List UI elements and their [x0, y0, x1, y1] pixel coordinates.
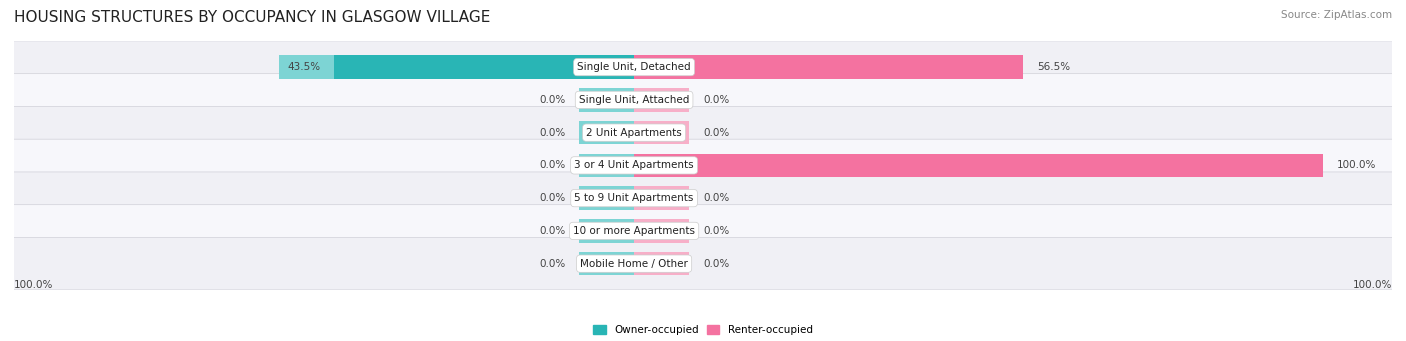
Bar — [579, 88, 634, 112]
Text: HOUSING STRUCTURES BY OCCUPANCY IN GLASGOW VILLAGE: HOUSING STRUCTURES BY OCCUPANCY IN GLASG… — [14, 10, 491, 25]
Text: 0.0%: 0.0% — [703, 128, 730, 138]
Text: Source: ZipAtlas.com: Source: ZipAtlas.com — [1281, 10, 1392, 20]
Text: 100.0%: 100.0% — [14, 280, 53, 290]
FancyBboxPatch shape — [13, 74, 1393, 126]
FancyBboxPatch shape — [13, 237, 1393, 290]
FancyBboxPatch shape — [13, 41, 1393, 93]
Text: 100.0%: 100.0% — [1337, 160, 1376, 170]
Text: 43.5%: 43.5% — [287, 62, 321, 72]
Bar — [335, 55, 634, 79]
Bar — [634, 219, 689, 243]
Text: 0.0%: 0.0% — [703, 226, 730, 236]
Bar — [280, 55, 335, 79]
Text: 56.5%: 56.5% — [1038, 62, 1070, 72]
Bar — [634, 88, 689, 112]
FancyBboxPatch shape — [13, 106, 1393, 159]
Bar — [634, 186, 689, 210]
Bar — [579, 252, 634, 276]
Text: 0.0%: 0.0% — [538, 193, 565, 203]
Text: 5 to 9 Unit Apartments: 5 to 9 Unit Apartments — [575, 193, 693, 203]
Text: 2 Unit Apartments: 2 Unit Apartments — [586, 128, 682, 138]
Text: 100.0%: 100.0% — [1353, 280, 1392, 290]
Text: 0.0%: 0.0% — [538, 258, 565, 269]
Bar — [579, 219, 634, 243]
Bar — [634, 252, 689, 276]
Legend: Owner-occupied, Renter-occupied: Owner-occupied, Renter-occupied — [589, 321, 817, 339]
Bar — [634, 55, 1024, 79]
FancyBboxPatch shape — [13, 205, 1393, 257]
Bar — [579, 121, 634, 145]
Text: Mobile Home / Other: Mobile Home / Other — [581, 258, 688, 269]
Bar — [579, 186, 634, 210]
Bar — [634, 121, 689, 145]
Text: 0.0%: 0.0% — [538, 226, 565, 236]
Text: 3 or 4 Unit Apartments: 3 or 4 Unit Apartments — [574, 160, 695, 170]
FancyBboxPatch shape — [13, 172, 1393, 224]
Bar — [634, 153, 1323, 177]
Text: 0.0%: 0.0% — [538, 95, 565, 105]
Text: 0.0%: 0.0% — [538, 128, 565, 138]
Text: 0.0%: 0.0% — [703, 193, 730, 203]
FancyBboxPatch shape — [13, 139, 1393, 192]
Bar — [579, 153, 634, 177]
Text: 0.0%: 0.0% — [703, 258, 730, 269]
Text: 0.0%: 0.0% — [538, 160, 565, 170]
Text: 0.0%: 0.0% — [703, 95, 730, 105]
Text: Single Unit, Attached: Single Unit, Attached — [579, 95, 689, 105]
Text: Single Unit, Detached: Single Unit, Detached — [578, 62, 690, 72]
Text: 10 or more Apartments: 10 or more Apartments — [574, 226, 695, 236]
